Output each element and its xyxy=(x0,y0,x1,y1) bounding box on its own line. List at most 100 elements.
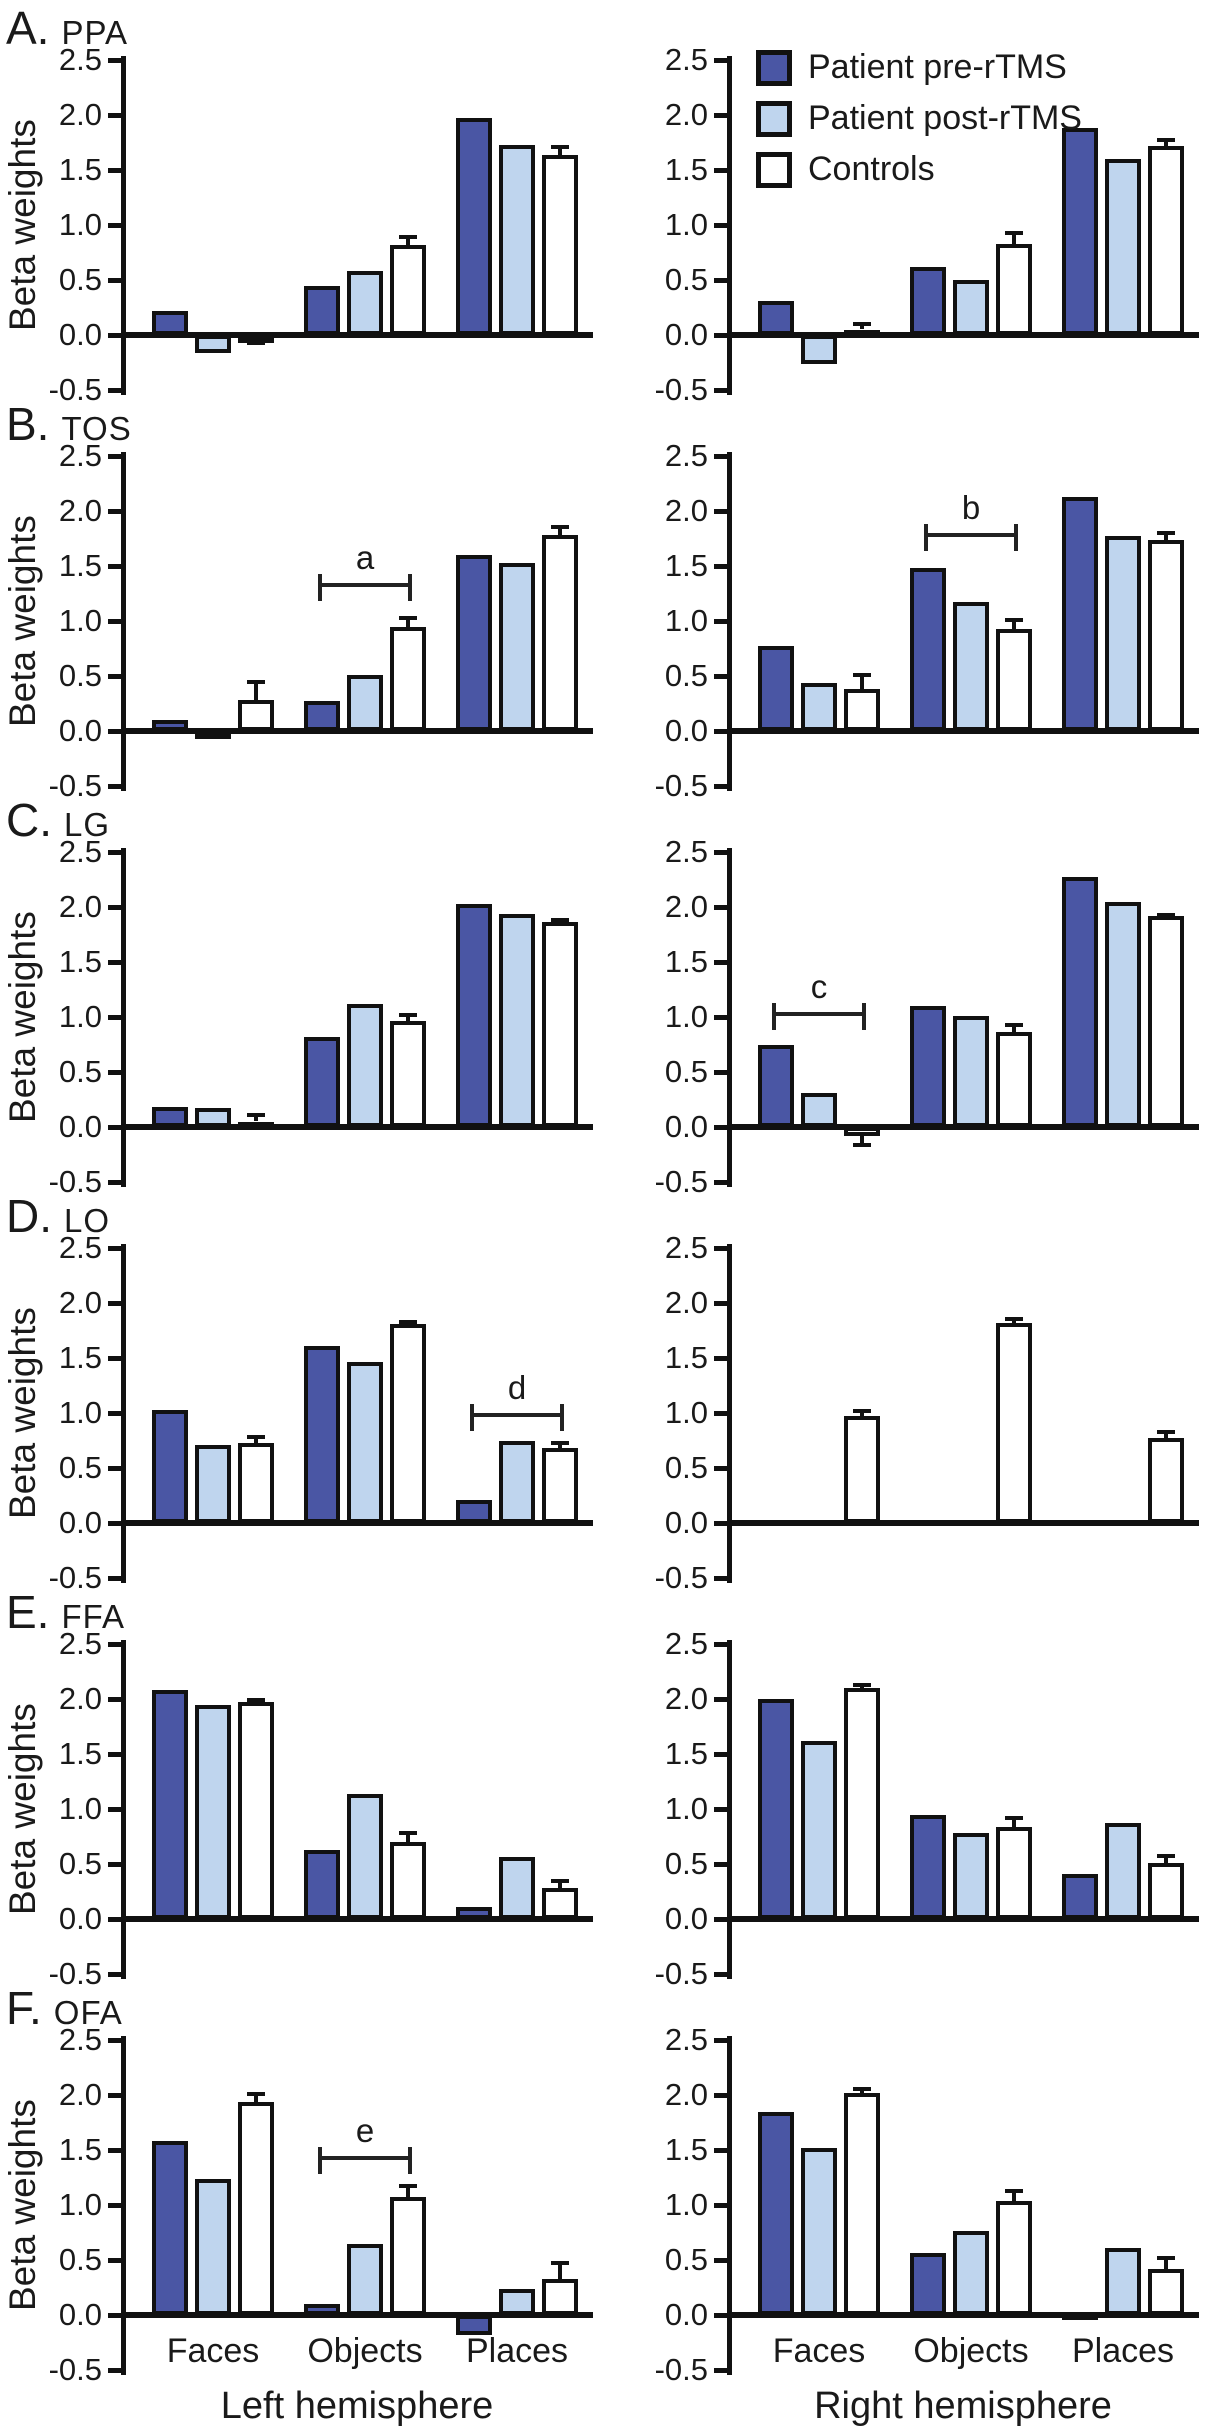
error-bar xyxy=(1012,617,1016,629)
bar-controls xyxy=(390,1842,426,1919)
bar-post-rtms xyxy=(195,1444,231,1523)
y-axis-tick-label: 2.0 xyxy=(58,1681,102,1716)
bar-pre-rtms xyxy=(910,1006,946,1127)
x-axis-line xyxy=(727,1520,1199,1526)
bar-pre-rtms xyxy=(758,1699,794,1919)
y-axis-tick-label: 1.0 xyxy=(58,2187,102,2222)
charts-pair: Beta weights 2.5 2.0 1.5 1.0 0.5 0.0 -0.5 d 2.5… xyxy=(0,1231,1206,1595)
y-axis-tick-label: 2.5 xyxy=(58,2022,102,2057)
y-axis-tick-label: -0.5 xyxy=(48,1164,102,1199)
bar-controls xyxy=(844,1127,880,1136)
bar-post-rtms xyxy=(195,731,231,739)
x-category-label: Faces xyxy=(772,2332,866,2370)
y-axis-tick-label: 1.5 xyxy=(58,152,102,187)
y-axis-tick xyxy=(714,2202,727,2208)
x-axis-line xyxy=(727,1916,1199,1922)
y-axis-tick xyxy=(714,222,727,228)
bar-controls xyxy=(1148,145,1184,335)
x-axis-line xyxy=(727,1124,1199,1130)
error-bar xyxy=(1012,230,1016,244)
error-bar-cap xyxy=(1005,2188,1023,2193)
y-axis-tick-label: 1.5 xyxy=(58,548,102,583)
y-axis-tick-label: -0.5 xyxy=(48,1956,102,1991)
y-axis-tick xyxy=(714,167,727,173)
x-category-label: Places xyxy=(465,2332,569,2370)
bar-pre-rtms xyxy=(456,118,492,335)
bar-pre-rtms xyxy=(304,1345,340,1523)
error-bar xyxy=(558,2261,562,2279)
y-axis-tick-label: 2.0 xyxy=(664,1681,708,1716)
y-axis-tick xyxy=(714,1861,727,1867)
plot-area: 2.5 2.0 1.5 1.0 0.5 0.0 -0.5 xyxy=(49,43,593,407)
significance-label: b xyxy=(961,489,981,526)
y-axis-tick xyxy=(108,1014,121,1020)
y-axis-tick-label: 0.5 xyxy=(664,1450,708,1485)
error-bar xyxy=(1012,1815,1016,1827)
bar-pre-rtms xyxy=(152,310,188,335)
y-axis-tick xyxy=(108,728,121,734)
y-axis-tick xyxy=(714,2147,727,2153)
bar-post-rtms xyxy=(801,1740,837,1919)
significance-label: a xyxy=(355,538,375,576)
chart-right: 2.5 2.0 1.5 1.0 0.5 0.0 -0.5 xyxy=(603,1231,1206,1595)
bar-pre-rtms xyxy=(758,300,794,335)
y-axis-tick xyxy=(108,1575,121,1581)
error-bar xyxy=(254,680,258,701)
y-axis-tick xyxy=(714,849,727,855)
y-axis-tick-label: 0.5 xyxy=(58,658,102,693)
y-axis-spine xyxy=(727,848,732,1187)
y-axis-spine xyxy=(121,1244,126,1583)
y-axis-tick-label: 0.0 xyxy=(664,1109,708,1144)
bar-pre-rtms xyxy=(152,2141,188,2315)
error-bar-cap xyxy=(247,2091,265,2096)
y-axis-tick-label: -0.5 xyxy=(654,1164,708,1199)
y-axis-tick xyxy=(108,563,121,569)
y-axis-tick-label: 2.5 xyxy=(664,1626,708,1661)
y-axis-tick-label: -0.5 xyxy=(48,768,102,803)
error-bar-cap xyxy=(399,2184,417,2189)
y-axis-tick xyxy=(714,1014,727,1020)
y-axis-tick xyxy=(714,1245,727,1251)
y-axis-tick-label: 2.0 xyxy=(664,1285,708,1320)
y-axis-tick-label: 2.5 xyxy=(58,834,102,869)
y-axis-tick xyxy=(108,1465,121,1471)
y-axis-tick-label: 1.5 xyxy=(58,2132,102,2167)
bar-post-rtms xyxy=(347,1003,383,1127)
y-axis-tick xyxy=(714,1575,727,1581)
error-bar-cap xyxy=(551,144,569,149)
y-axis-tick xyxy=(108,1124,121,1130)
y-axis-tick xyxy=(108,849,121,855)
error-bar xyxy=(1164,1854,1168,1863)
chart-left: Beta weights 2.5 2.0 1.5 1.0 0.5 0.0 -0.5 xyxy=(0,1627,603,1991)
y-axis-tick xyxy=(108,1069,121,1075)
y-axis-spine xyxy=(727,1640,732,1979)
y-axis-tick-label: 0.0 xyxy=(664,1505,708,1540)
y-axis-tick-label: 1.0 xyxy=(664,207,708,242)
chart-right: 2.5 2.0 1.5 1.0 0.5 0.0 -0.5 c xyxy=(603,835,1206,1199)
y-axis-tick xyxy=(714,1069,727,1075)
bar-post-rtms xyxy=(953,2231,989,2315)
legend: Patient pre-rTMS Patient post-rTMS Contr… xyxy=(756,48,1082,189)
y-axis-tick xyxy=(108,1410,121,1416)
y-axis-tick xyxy=(714,673,727,679)
bar-controls xyxy=(390,2197,426,2315)
bar-post-rtms xyxy=(347,674,383,731)
x-category-label: Objects xyxy=(307,2332,423,2370)
y-axis-tick-label: 0.5 xyxy=(664,658,708,693)
error-bar-cap xyxy=(1157,1429,1175,1434)
error-bar-cap xyxy=(1157,1854,1175,1859)
y-axis-tick xyxy=(714,112,727,118)
y-axis-spine xyxy=(727,56,732,395)
significance-bracket-tick xyxy=(924,524,928,551)
bar-controls xyxy=(844,1416,880,1523)
bar-post-rtms xyxy=(195,2178,231,2315)
y-axis-tick-label: 0.0 xyxy=(58,2297,102,2332)
legend-label-post-rtms: Patient post-rTMS xyxy=(808,99,1082,137)
panel-letter: A. xyxy=(6,2,50,54)
panel-row: D. LO Beta weights 2.5 2.0 1.5 1.0 0.5 0.0 -0.… xyxy=(0,1193,1206,1595)
bar-post-rtms xyxy=(195,1108,231,1127)
error-bar-cap xyxy=(399,234,417,239)
y-axis-tick-label: 2.5 xyxy=(58,438,102,473)
legend-label-pre-rtms: Patient pre-rTMS xyxy=(808,48,1067,86)
